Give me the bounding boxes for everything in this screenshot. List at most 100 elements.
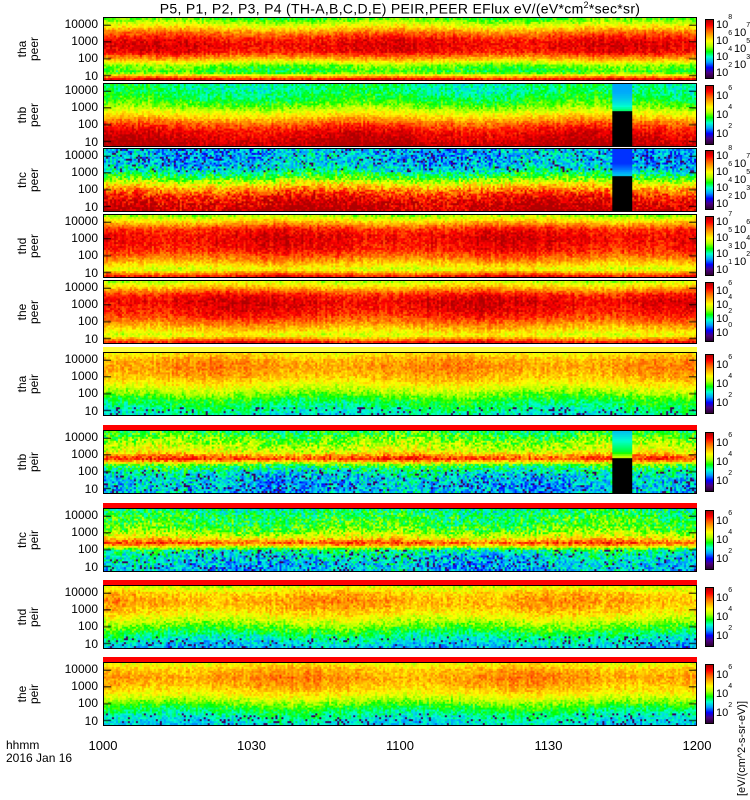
spectrogram-panel-tha-peer [103,17,697,81]
colorbar-tick-label: 104 [716,104,733,121]
colorbar-tick-label: 106 [716,510,733,528]
colorbar-tick-label: 107 [716,211,733,228]
panel-label: tha peir [15,364,41,404]
colorbar-tick-label: 108 [716,145,733,162]
colorbar [705,587,714,647]
date-label: 2016 Jan 16 [6,751,73,765]
colorbar-tick-label: 104 [716,373,733,390]
colorbar-tick-label: 102 [716,624,733,642]
species-label: peer [27,102,41,128]
colorbar-tick-label: 102 [716,193,733,210]
species-label: peer [27,233,41,259]
colorbar-tick-label: 104 [716,294,733,311]
y-tick-label: 10 [84,68,98,83]
quality-flag-bar [103,502,697,508]
y-tick-label: 10 [84,403,98,418]
spectrogram-image [103,662,697,726]
colorbar [705,85,714,145]
colorbar [705,150,714,210]
panel-label: thb peir [15,442,41,482]
species-label: peer [27,299,41,325]
y-tick-label: 1000 [71,369,98,384]
colorbar-tick-label: 106 [716,354,733,372]
quality-flag-bar [103,346,697,352]
y-tick-label: 10 [84,713,98,728]
x-tick-label: 1130 [534,738,563,753]
spectrogram-panel-tha-peir [103,352,697,416]
y-tick-label: 10000 [64,279,98,294]
spectrogram-panel-the-peir [103,662,697,726]
colorbar-tick-label: 102 [716,547,733,565]
colorbar-tick-label: 106 [716,664,733,682]
y-tick-label: 100 [77,182,98,197]
x-axis-label: hhmm [6,738,40,752]
colorbar [705,510,714,570]
panel-label: thd peir [15,597,41,637]
colorbar-tick-label: 106 [716,432,733,450]
quality-flag-bar [103,424,697,430]
y-tick-label: 10 [84,265,98,280]
y-tick-label: 10 [84,636,98,651]
colorbar-unit-label: [eV/(cm^2-s-sr-eV)] [736,701,748,796]
y-tick-label: 100 [77,386,98,401]
colorbar-tick-label: 100 [716,322,733,339]
quality-flag-bar [103,579,697,585]
y-tick-label: 100 [77,696,98,711]
spectrogram-panel-thd-peer [103,214,697,278]
y-tick-label: 10000 [64,584,98,599]
spectrogram-image [103,280,697,344]
spectrogram-panel-the-peer [103,280,697,344]
colorbar-tick-label: 106 [734,219,750,236]
colorbar [705,216,714,276]
colorbar-tick-label: 105 [734,38,750,55]
colorbar-tick-label: 103 [734,185,750,202]
y-tick-label: 10000 [64,507,98,522]
colorbar-tick-label: 104 [716,177,733,194]
y-tick-label: 1000 [71,100,98,115]
y-tick-label: 1000 [71,34,98,49]
quality-flag-bar [103,656,697,662]
y-tick-label: 100 [77,117,98,132]
spectrogram-panel-thc-peir [103,508,697,572]
colorbar-tick-label: 103 [716,243,733,260]
colorbar-tick-label: 106 [716,161,733,178]
colorbar-tick-label: 105 [734,169,750,186]
spectrogram-panel-thd-peir [103,585,697,649]
panel-label: tha peer [15,29,41,69]
colorbar [705,282,714,342]
y-tick-label: 10 [84,134,98,149]
y-tick-label: 100 [77,619,98,634]
colorbar-tick-label: 102 [716,469,733,487]
y-tick-label: 10000 [64,351,98,366]
colorbar [705,432,714,492]
spectrogram-image [103,83,697,147]
colorbar-tick-label: 107 [734,22,750,39]
species-label: peer [27,167,41,193]
x-tick-label: 1000 [88,738,118,753]
y-tick-label: 10 [84,199,98,214]
chart-title: P5, P1, P2, P3, P4 (TH-A,B,C,D,E) PEIR,P… [159,0,641,17]
species-label: peir [27,607,41,628]
y-tick-label: 10000 [64,661,98,676]
colorbar-tick-label: 102 [716,308,733,325]
colorbar-tick-label: 106 [716,587,733,605]
species-label: peer [27,36,41,62]
spectrogram-image [103,214,697,278]
y-tick-label: 1000 [71,679,98,694]
y-tick-label: 1000 [71,447,98,462]
species-label: peir [27,374,41,395]
spectrogram-image [103,352,697,416]
species-label: peir [27,684,41,705]
colorbar [705,19,714,79]
spectrogram-image [103,585,697,649]
y-tick-label: 100 [77,248,98,263]
y-tick-label: 1000 [71,602,98,617]
x-tick-label: 1200 [682,738,712,753]
colorbar-tick-label: 106 [716,85,733,103]
colorbar [705,664,714,724]
panel-label: thb peer [15,95,41,135]
y-tick-label: 10 [84,559,98,574]
y-tick-label: 10000 [64,147,98,162]
spectrogram-image [103,430,697,494]
y-tick-label: 10000 [64,429,98,444]
